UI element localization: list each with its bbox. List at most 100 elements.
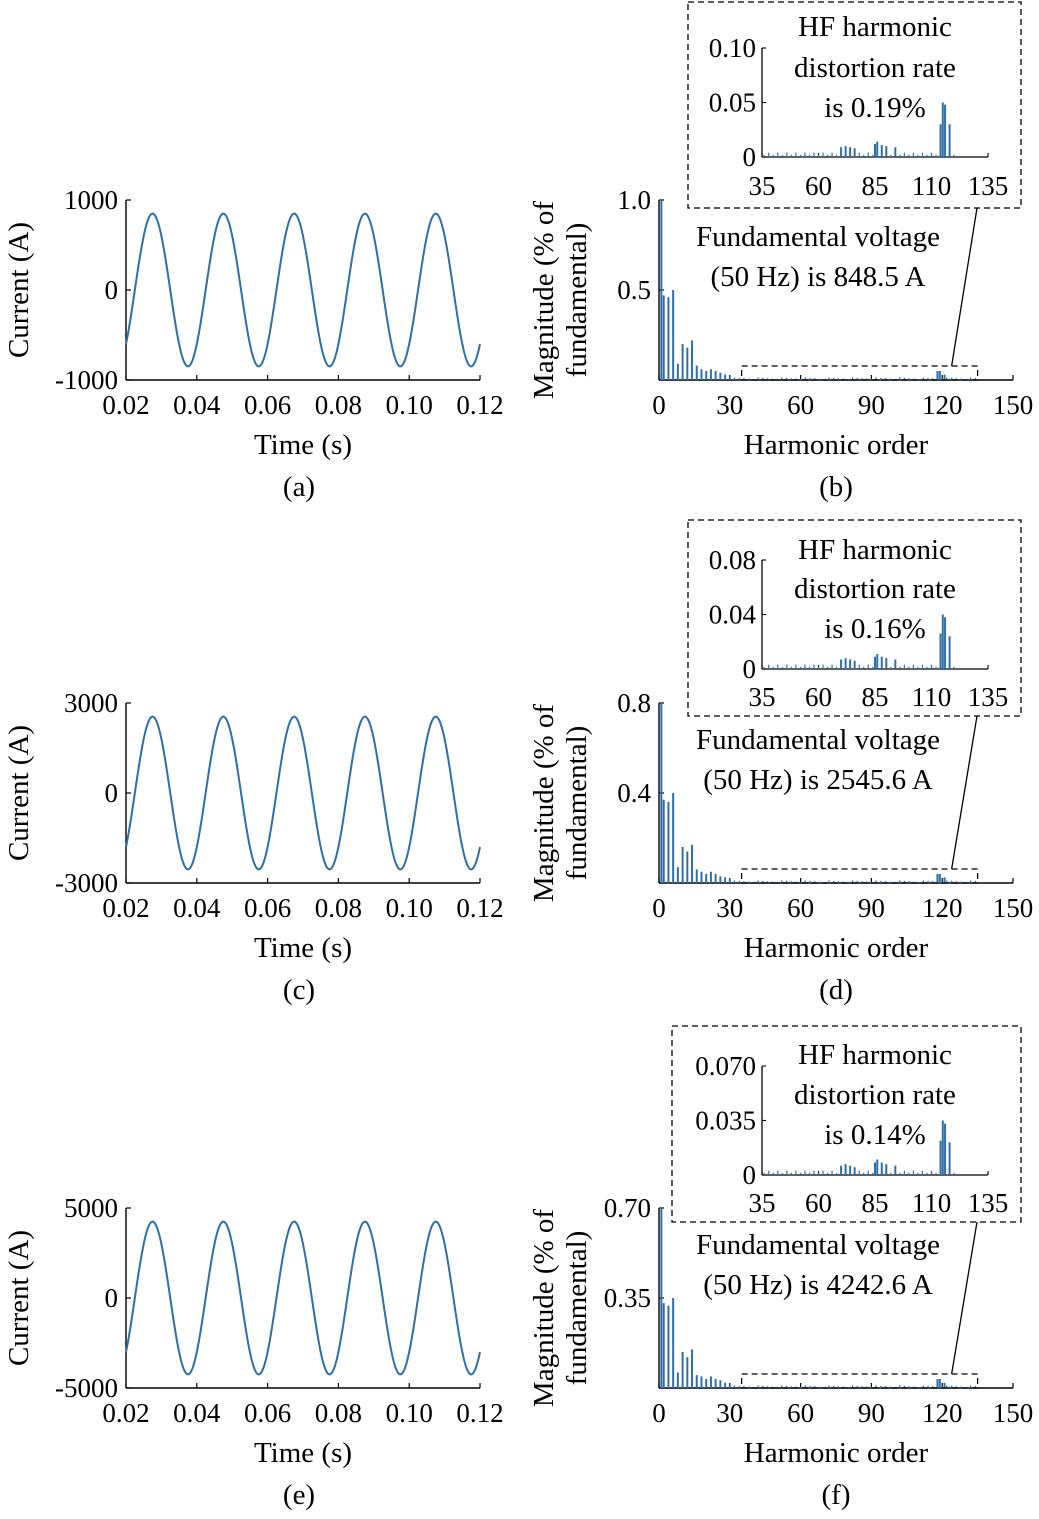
x-axis-label: Harmonic order (744, 932, 929, 964)
x-tick-label: 60 (787, 390, 814, 420)
x-tick-label: 0.12 (456, 1398, 503, 1428)
x-axis-label: Time (s) (254, 1437, 352, 1469)
panel-caption: (a) (283, 471, 315, 503)
x-axis-label: Harmonic order (744, 1437, 929, 1469)
inset-x-tick-label: 110 (912, 171, 952, 201)
x-tick-label: 60 (787, 893, 814, 923)
inset-annotation-line: distortion rate (794, 573, 956, 605)
annotation-line: Fundamental voltage (696, 1229, 940, 1261)
zoom-connector (950, 207, 978, 367)
inset-annotation-line: HF harmonic (798, 534, 952, 566)
x-tick-label: 0.08 (315, 1398, 362, 1428)
chart-b: 0 30 60 90 120 150 0.5 1.0 Harmonic order Magnitu… (528, 1, 1034, 503)
chart-d: 0 30 60 90 120 150 0.4 0.8 Harmonic order Magnitu… (528, 519, 1033, 1006)
x-tick-label: 0.02 (102, 893, 149, 923)
x-tick-label: 30 (716, 893, 743, 923)
inset-y-tick-label: 0.04 (709, 600, 757, 630)
inset-f: 35 60 85 110 135 0 0.035 0.070 HF harmonic distor… (671, 1025, 1022, 1223)
inset-y-tick-label: 0.10 (709, 33, 756, 63)
inset-y-tick-label: 0 (743, 654, 757, 684)
panel-caption: (f) (822, 1479, 851, 1511)
inset-x-tick-label: 60 (805, 171, 832, 201)
inset-y-tick-label: 0.035 (695, 1106, 756, 1136)
inset-y-tick-label: 0.070 (695, 1051, 756, 1081)
x-tick-label: 120 (922, 390, 963, 420)
inset-annotation-line: is 0.14% (824, 1119, 926, 1151)
y-tick-label: 0.4 (617, 778, 651, 808)
annotation-line: (50 Hz) is 2545.6 A (703, 764, 933, 796)
annotation-line: Fundamental voltage (696, 724, 940, 756)
y-axis-label: Magnitude (% of (528, 704, 560, 902)
zoom-region (740, 868, 979, 884)
x-tick-label: 30 (716, 390, 743, 420)
y-tick-label: 0.35 (604, 1283, 651, 1313)
y-axis-label: Current (A) (3, 1230, 35, 1366)
annotation-line: (50 Hz) is 848.5 A (710, 261, 925, 293)
inset-x-tick-label: 85 (862, 682, 889, 712)
x-tick-label: 150 (993, 1398, 1034, 1428)
inset-frame (687, 519, 1022, 717)
x-tick-label: 0.12 (456, 893, 503, 923)
zoom-connector (950, 715, 978, 870)
x-tick-label: 0.10 (386, 1398, 433, 1428)
inset-x-tick-label: 60 (805, 682, 832, 712)
inset-x-tick-label: 135 (968, 682, 1009, 712)
x-tick-label: 0.02 (102, 390, 149, 420)
x-tick-label: 0.06 (244, 390, 291, 420)
zoom-region (740, 1373, 979, 1389)
series-line (125, 212, 481, 368)
chart-a: 0.02 0.04 0.06 0.08 0.10 0.12 -1000 0 1000 Time (… (3, 185, 504, 503)
y-tick-label: -3000 (55, 868, 118, 898)
y-axis-label: Magnitude (% of (528, 201, 560, 399)
y-tick-label: 0.5 (617, 275, 651, 305)
x-tick-label: 0.06 (244, 1398, 291, 1428)
y-tick-label: 0 (105, 1283, 119, 1313)
inset-x-tick-label: 35 (749, 682, 776, 712)
zoom-connector (950, 1221, 978, 1375)
inset-y-tick-label: 0 (743, 142, 757, 172)
inset-annotation-line: is 0.19% (824, 92, 926, 124)
y-tick-label: 0.70 (604, 1193, 651, 1223)
series-line (125, 1220, 481, 1376)
x-tick-label: 120 (922, 893, 963, 923)
inset-x-tick-label: 85 (862, 171, 889, 201)
x-tick-label: 90 (858, 1398, 885, 1428)
x-tick-label: 90 (858, 893, 885, 923)
x-tick-label: 0 (652, 1398, 666, 1428)
y-axis-label: fundamental) (561, 223, 593, 378)
x-tick-label: 30 (716, 1398, 743, 1428)
inset-y-tick-label: 0.05 (709, 88, 756, 118)
y-tick-label: 0 (105, 778, 119, 808)
y-axis-label: Magnitude (% of (528, 1209, 560, 1407)
y-tick-label: 0 (105, 275, 119, 305)
y-tick-label: -5000 (55, 1373, 118, 1403)
chart-c: 0.02 0.04 0.06 0.08 0.10 0.12 -3000 0 3000 Time (… (3, 688, 504, 1006)
x-axis-label: Time (s) (254, 429, 352, 461)
x-tick-label: 0.06 (244, 893, 291, 923)
inset-annotation-line: is 0.16% (824, 613, 926, 645)
inset-x-tick-label: 110 (912, 682, 952, 712)
x-tick-label: 0.08 (315, 893, 362, 923)
y-axis-label: fundamental) (561, 726, 593, 881)
y-axis-label: Current (A) (3, 222, 35, 358)
inset-frame (671, 1025, 1022, 1223)
panel-caption: (b) (819, 471, 853, 503)
inset-b: 35 60 85 110 135 0 0.05 0.10 HF harmonic distorti… (687, 1, 1022, 209)
x-tick-label: 0 (652, 390, 666, 420)
x-tick-label: 0.04 (173, 390, 221, 420)
inset-annotation-line: distortion rate (794, 52, 956, 84)
inset-x-tick-label: 35 (749, 1188, 776, 1218)
series-line (125, 715, 481, 871)
y-tick-label: 5000 (64, 1193, 118, 1223)
inset-annotation-line: HF harmonic (798, 11, 952, 43)
x-tick-label: 120 (922, 1398, 963, 1428)
inset-x-tick-label: 135 (968, 171, 1009, 201)
inset-x-tick-label: 35 (749, 171, 776, 201)
y-tick-label: 0.8 (617, 688, 651, 718)
x-axis-label: Time (s) (254, 932, 352, 964)
x-tick-label: 150 (993, 390, 1034, 420)
annotation-line: Fundamental voltage (696, 221, 940, 253)
inset-annotation-line: distortion rate (794, 1079, 956, 1111)
inset-y-tick-label: 0.08 (709, 545, 756, 575)
y-tick-label: -1000 (55, 365, 118, 395)
